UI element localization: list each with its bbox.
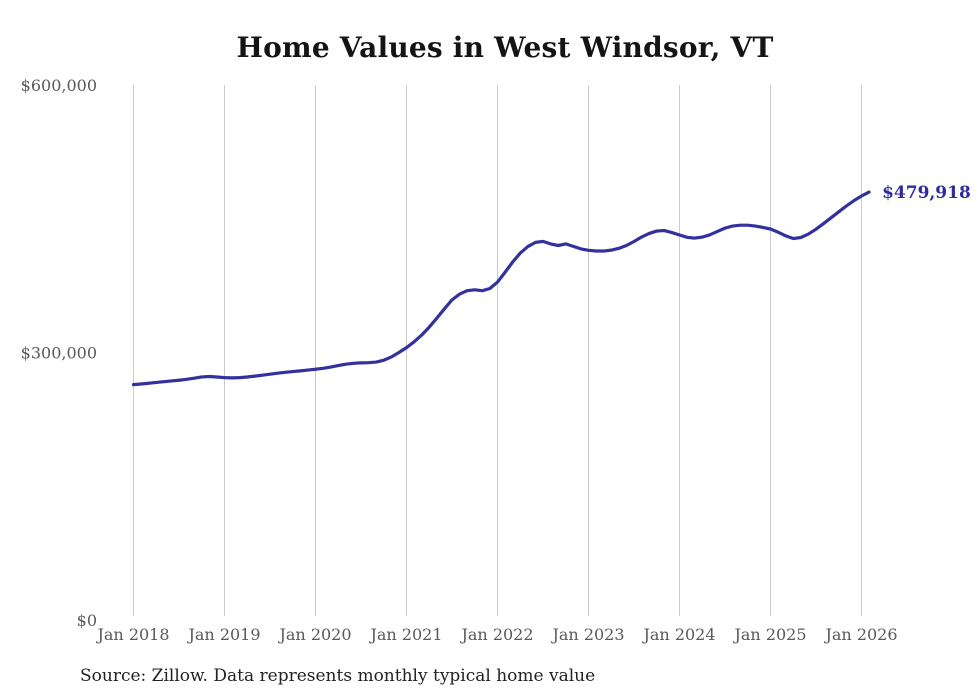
y-axis-tick-label: $300,000	[21, 344, 97, 363]
x-axis-tick-label: Jan 2026	[823, 625, 897, 644]
x-axis-tick-label: Jan 2022	[459, 625, 533, 644]
x-axis-tick-label: Jan 2020	[277, 625, 351, 644]
x-axis-tick-label: Jan 2018	[95, 625, 169, 644]
x-axis-tick-label: Jan 2025	[732, 625, 806, 644]
x-axis-tick-label: Jan 2023	[550, 625, 624, 644]
source-note: Source: Zillow. Data represents monthly …	[80, 666, 596, 686]
x-axis-tick-label: Jan 2019	[186, 625, 260, 644]
home-value-line	[131, 190, 871, 387]
current-value-label: $479,918	[882, 183, 971, 203]
x-axis-tick-label: Jan 2021	[368, 625, 442, 644]
y-axis-tick-label: $600,000	[21, 76, 97, 95]
chart-title: Home Values in West Windsor, VT	[236, 31, 774, 64]
x-axis-tick-label: Jan 2024	[641, 625, 715, 644]
y-axis-tick-label: $0	[77, 611, 97, 630]
